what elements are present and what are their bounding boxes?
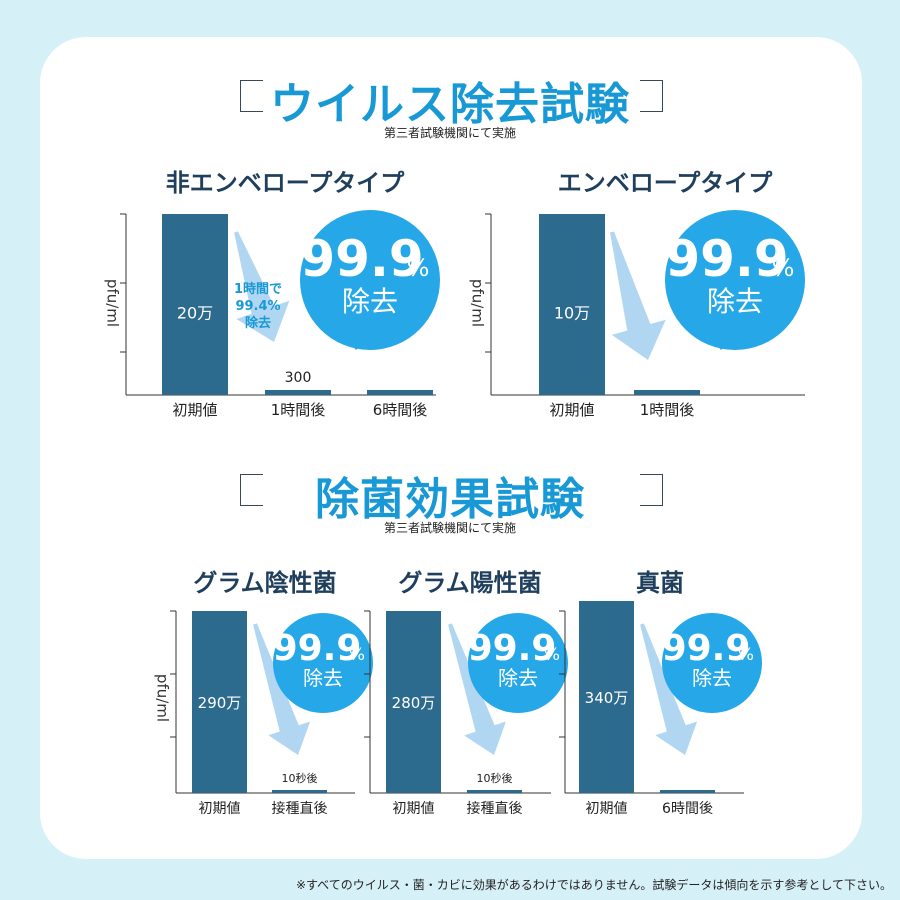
badge-unit: % — [738, 645, 754, 665]
badge-text: 除去 — [498, 666, 538, 690]
x-tick-label: 初期値 — [586, 800, 628, 817]
x-tick-label: 1時間後 — [271, 401, 326, 419]
badge-tail — [490, 692, 520, 712]
badge-bubble — [300, 210, 440, 350]
badge-bubble — [662, 613, 762, 713]
chart-title-gram-positive: グラム陽性菌 — [398, 569, 542, 597]
reduction-annotation: 1時間で — [234, 281, 282, 297]
bar — [386, 611, 441, 793]
section-title-bacteria: 除菌効果試験 — [315, 474, 585, 525]
bar-value-label: 290万 — [198, 694, 242, 712]
badge-text: 除去 — [707, 285, 763, 318]
reduction-arrow-icon — [234, 231, 290, 342]
badge-bubble — [468, 613, 568, 713]
bracket-right-2 — [640, 474, 663, 506]
x-tick-label: 初期値 — [549, 401, 594, 419]
bracket-left-2 — [240, 474, 263, 506]
bar — [265, 390, 331, 395]
badge-unit: % — [349, 645, 365, 665]
bar-value-label: 10万 — [554, 304, 590, 323]
bar — [467, 790, 522, 793]
reduction-annotation: 99.4% — [235, 299, 280, 314]
y-axis-label: pfu/ml — [154, 674, 172, 722]
bar — [660, 790, 715, 793]
badge-value: 99.9 — [662, 628, 751, 669]
badge-value: 99.9 — [468, 628, 557, 669]
badge-value: 99.9 — [665, 230, 788, 288]
x-tick-label: 初期値 — [393, 800, 435, 817]
section-title-virus: ウイルス除去試験 — [270, 79, 630, 130]
section-subtitle-bacteria: 第三者試験機関にて実施 — [383, 521, 516, 535]
x-tick-label: 1時間後 — [640, 401, 695, 419]
bar-value-label: 300 — [285, 370, 312, 386]
bar — [367, 390, 433, 395]
footnote: ※すべてのウイルス・菌・カビに効果があるわけではありません。試験データは傾向を示… — [295, 878, 892, 892]
badge-tail — [705, 330, 735, 350]
reduction-arrow-icon — [640, 623, 698, 755]
badge-bubble — [273, 613, 373, 713]
badge-text: 除去 — [692, 666, 732, 690]
bar — [272, 790, 327, 793]
bar-value-label: 10秒後 — [477, 771, 513, 785]
badge-bubble — [665, 210, 805, 350]
badge-tail — [295, 692, 325, 712]
x-tick-label: 接種直後 — [272, 800, 328, 817]
chart-title-gram-negative: グラム陰性菌 — [193, 569, 337, 597]
badge-text: 除去 — [342, 285, 398, 318]
bar — [162, 214, 228, 395]
badge-text: 除去 — [303, 666, 343, 690]
badge-value: 99.9 — [300, 230, 423, 288]
bar — [634, 390, 700, 395]
badge-tail — [340, 330, 370, 350]
bar-value-label: 340万 — [585, 689, 629, 707]
x-tick-label: 初期値 — [199, 800, 241, 817]
bar-value-label: 20万 — [177, 304, 213, 323]
badge-unit: % — [544, 645, 560, 665]
chart-title-fungi: 真菌 — [636, 569, 684, 597]
bar — [539, 214, 605, 395]
y-axis-label: pfu/ml — [469, 279, 487, 327]
bracket-right-1 — [640, 80, 663, 112]
badge-unit: % — [772, 254, 795, 282]
bar — [192, 611, 247, 793]
chart-title-envelope: エンベロープタイプ — [557, 169, 773, 197]
section-subtitle-virus: 第三者試験機関にて実施 — [383, 126, 516, 140]
bracket-left-1 — [240, 80, 263, 112]
x-tick-label: 6時間後 — [662, 801, 713, 817]
x-tick-label: 初期値 — [172, 401, 217, 419]
x-tick-label: 6時間後 — [373, 401, 428, 419]
badge-tail — [684, 692, 714, 712]
x-tick-label: 接種直後 — [467, 800, 523, 817]
y-axis-label: pfu/ml — [104, 279, 122, 327]
content-card — [40, 37, 862, 859]
badge-value: 99.9 — [273, 628, 362, 669]
bar-value-label: 10秒後 — [282, 771, 318, 785]
chart-title-non-envelope: 非エンベロープタイプ — [165, 169, 405, 197]
bar-value-label: 280万 — [392, 694, 436, 712]
badge-unit: % — [407, 254, 430, 282]
reduction-arrow-icon — [610, 231, 666, 360]
bar — [579, 601, 634, 793]
reduction-annotation: 除去 — [245, 315, 271, 331]
